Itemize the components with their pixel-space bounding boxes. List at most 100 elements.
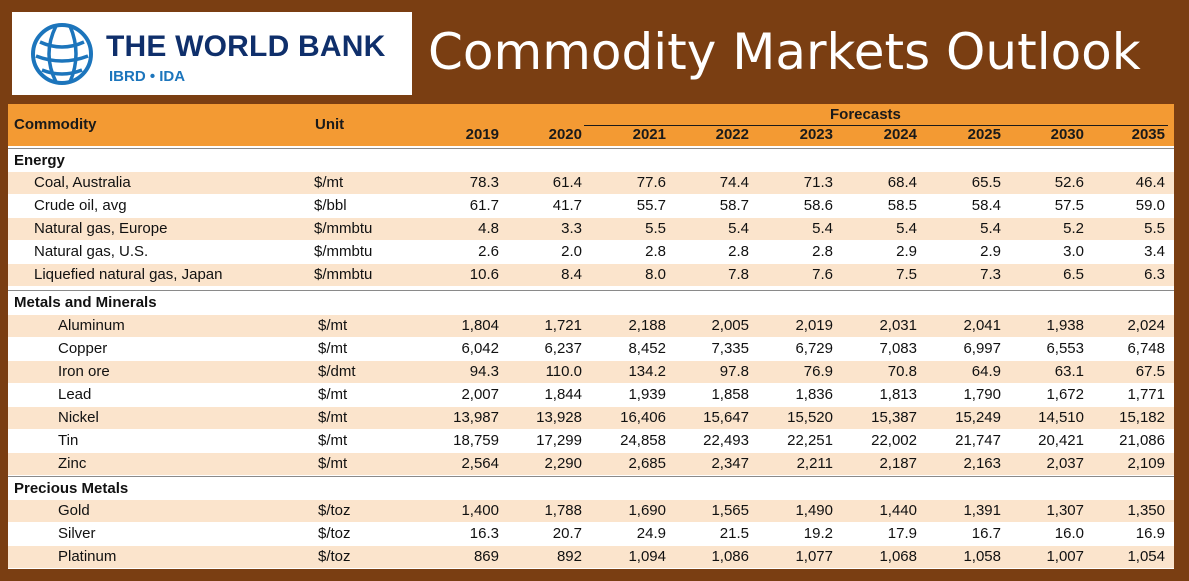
value-cell: 2,188	[628, 317, 666, 334]
value-cell: 2,024	[1127, 317, 1165, 334]
world-bank-logo: THE WORLD BANK IBRD • IDA	[12, 12, 412, 95]
value-cell: 78.3	[469, 174, 499, 191]
value-cell: 5.4	[728, 220, 749, 237]
table-row: Aluminum $/mt 1,804 1,721 2,188 2,005 2,019 2,0…	[8, 315, 1174, 337]
value-cell: 13,928	[536, 409, 582, 426]
value-cell: 2,211	[796, 455, 833, 472]
value-cell: 2.9	[980, 243, 1001, 260]
value-cell: 24,858	[620, 432, 666, 449]
col-commodity-header: Commodity	[14, 116, 97, 133]
value-cell: 1,721	[544, 317, 582, 334]
commodity-name: Copper	[58, 340, 108, 357]
table-row: Silver $/toz 16.3 20.7 24.9 21.5 19.2 17.9 16.7 1…	[8, 523, 1174, 545]
value-cell: 17.9	[887, 525, 917, 542]
commodity-unit: $/mt	[318, 340, 348, 357]
value-cell: 18,759	[453, 432, 499, 449]
commodity-unit: $/mt	[318, 409, 348, 426]
value-cell: 57.5	[1054, 197, 1084, 214]
year-header: 2020	[548, 126, 582, 143]
commodity-unit: $/dmt	[318, 363, 356, 380]
value-cell: 13,987	[453, 409, 499, 426]
value-cell: 2,685	[628, 455, 666, 472]
value-cell: 2.8	[728, 243, 749, 260]
table-row: Zinc $/mt 2,564 2,290 2,685 2,347 2,211 2,187 2,…	[8, 453, 1174, 475]
table-row: Liquefied natural gas, Japan $/mmbtu 10.6 8…	[8, 264, 1174, 286]
commodity-name: Silver	[58, 525, 96, 542]
value-cell: 1,788	[544, 502, 582, 519]
value-cell: 1,938	[1046, 317, 1084, 334]
value-cell: 1,007	[1046, 548, 1084, 565]
value-cell: 58.4	[971, 197, 1001, 214]
value-cell: 1,086	[711, 548, 749, 565]
value-cell: 2,041	[963, 317, 1001, 334]
value-cell: 2.6	[478, 243, 499, 260]
value-cell: 24.9	[636, 525, 666, 542]
value-cell: 1,058	[963, 548, 1001, 565]
value-cell: 2,290	[544, 455, 582, 472]
value-cell: 22,493	[703, 432, 749, 449]
commodity-name: Aluminum	[58, 317, 125, 334]
commodity-unit: $/mmbtu	[314, 220, 373, 237]
value-cell: 8.0	[645, 266, 666, 283]
table-row: Iron ore $/dmt 94.3 110.0 134.2 97.8 76.9 70.8 6…	[8, 361, 1174, 383]
value-cell: 2,019	[795, 317, 833, 334]
value-cell: 22,002	[871, 432, 917, 449]
value-cell: 7,083	[879, 340, 917, 357]
year-header: 2030	[1050, 126, 1084, 143]
value-cell: 16,406	[620, 409, 666, 426]
value-cell: 4.8	[478, 220, 499, 237]
col-unit-header: Unit	[315, 116, 345, 133]
value-cell: 892	[556, 548, 582, 565]
value-cell: 1,400	[461, 502, 499, 519]
table-row: Gold $/toz 1,400 1,788 1,690 1,565 1,490 1,440 1…	[8, 500, 1174, 522]
commodity-name: Iron ore	[58, 363, 110, 380]
value-cell: 55.7	[636, 197, 666, 214]
value-cell: 7.6	[812, 266, 833, 283]
year-header: 2021	[632, 126, 666, 143]
value-cell: 94.3	[469, 363, 499, 380]
value-cell: 1,440	[879, 502, 917, 519]
logo-subtitle: IBRD • IDA	[109, 68, 186, 85]
value-cell: 14,510	[1038, 409, 1084, 426]
value-cell: 5.4	[896, 220, 917, 237]
commodity-name: Liquefied natural gas, Japan	[34, 266, 223, 283]
value-cell: 8.4	[561, 266, 582, 283]
value-cell: 16.3	[469, 525, 499, 542]
value-cell: 1,836	[795, 386, 833, 403]
page-title: Commodity Markets Outlook	[428, 23, 1141, 81]
value-cell: 58.7	[719, 197, 749, 214]
value-cell: 1,094	[628, 548, 666, 565]
value-cell: 2,007	[461, 386, 499, 403]
value-cell: 16.9	[1135, 525, 1165, 542]
value-cell: 46.4	[1135, 174, 1165, 191]
value-cell: 5.5	[645, 220, 666, 237]
commodity-name: Platinum	[58, 548, 117, 565]
value-cell: 5.5	[1144, 220, 1165, 237]
value-cell: 1,068	[879, 548, 917, 565]
value-cell: 1,054	[1127, 548, 1165, 565]
value-cell: 10.6	[469, 266, 499, 283]
table-row: Coal, Australia $/mt 78.3 61.4 77.6 74.4 71.3 6…	[8, 172, 1174, 194]
commodity-unit: $/mmbtu	[314, 266, 373, 283]
table-divider	[8, 148, 1174, 149]
value-cell: 1,490	[795, 502, 833, 519]
value-cell: 67.5	[1135, 363, 1165, 380]
value-cell: 1,858	[711, 386, 749, 403]
table-divider	[8, 476, 1174, 477]
value-cell: 1,350	[1127, 502, 1165, 519]
value-cell: 7.5	[896, 266, 917, 283]
value-cell: 20,421	[1038, 432, 1084, 449]
commodity-name: Tin	[58, 432, 79, 449]
value-cell: 3.0	[1063, 243, 1084, 260]
value-cell: 19.2	[803, 525, 833, 542]
value-cell: 15,387	[871, 409, 917, 426]
section-title: Precious Metals	[14, 480, 129, 497]
value-cell: 1,771	[1127, 386, 1165, 403]
table-row: Nickel $/mt 13,987 13,928 16,406 15,647 15,520…	[8, 407, 1174, 429]
value-cell: 68.4	[887, 174, 917, 191]
forecasts-label: Forecasts	[830, 106, 901, 123]
commodity-table: Commodity Unit Forecasts 2019 2020 2021 202…	[8, 104, 1174, 569]
value-cell: 1,939	[628, 386, 666, 403]
value-cell: 110.0	[545, 363, 582, 380]
